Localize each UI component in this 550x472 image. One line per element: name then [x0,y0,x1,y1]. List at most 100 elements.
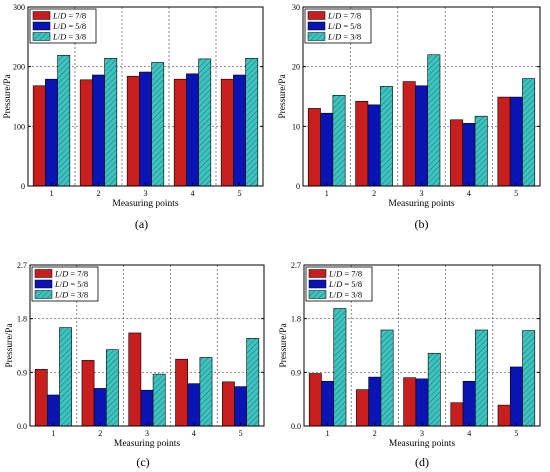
x-tick-label: 3 [144,189,148,198]
x-tick-label: 4 [192,429,196,438]
x-axis-label: Measuring points [389,439,456,449]
bar [450,119,464,187]
y-tick-label: 1.8 [17,315,27,324]
bar [320,112,334,187]
chart-panel: 0 100 200 300 1 2 3 4 5 Measuring points Pressure/… [3,3,264,231]
legend-swatch [32,32,51,41]
bar [173,78,187,187]
y-tick-label: 0 [296,182,300,191]
bar [126,75,140,187]
y-axis-label: Pressure/Pa [3,74,13,119]
y-tick-label: 20 [292,63,300,72]
x-tick-label: 4 [467,189,471,198]
y-tick-label: 0.9 [291,368,301,377]
bar [57,55,71,187]
bar [403,377,417,427]
legend: L/D = 7/8L/D = 5/8L/D = 3/8 [305,266,373,302]
x-tick-label: 3 [420,189,424,198]
x-tick-label: 5 [238,189,242,198]
bar [199,357,213,427]
bar [187,383,201,427]
bar [246,338,260,427]
bar [462,123,476,187]
bar [355,100,369,187]
x-tick-label: 5 [514,189,518,198]
legend-swatch [307,11,326,20]
bar [186,73,199,187]
bar [368,376,382,427]
legend: L/D = 7/8L/D = 5/8L/D = 3/8 [31,266,99,302]
x-axis-label: Measuring points [114,439,181,449]
bar [308,373,322,427]
y-axis-label: Pressure/Pa [5,323,15,368]
x-tick-label: 4 [467,429,471,438]
bar [462,380,476,427]
bar [332,95,346,187]
bar [367,104,381,187]
y-tick-label: 0.0 [291,422,301,431]
y-tick-label: 0.9 [17,368,27,377]
bar [34,369,48,427]
x-axis-label: Measuring points [388,199,455,209]
chart-panel: 0.0 0.9 1.8 2.7 1 2 3 4 5 Measuring points Pressur… [279,261,541,469]
bar [450,402,464,427]
y-tick-label: 0 [21,182,25,191]
x-tick-label: 1 [326,429,330,438]
bar [522,78,536,187]
x-axis-label: Measuring points [112,199,179,209]
legend-label: L/D = 7/8 [54,269,88,279]
bar [152,373,166,427]
x-tick-label: 2 [98,429,102,438]
bar [380,329,394,427]
legend-swatch [34,290,53,299]
bar [427,54,441,187]
legend-swatch [34,279,53,289]
bar [475,329,488,427]
x-tick-label: 1 [325,189,329,198]
x-tick-label: 5 [514,429,518,438]
legend-swatch [308,290,327,299]
bar [32,85,46,187]
bar [92,74,105,187]
legend-label: L/D = 5/8 [327,21,361,31]
bar [474,115,488,187]
bar [140,389,154,427]
x-tick-label: 2 [372,189,376,198]
legend-swatch [307,21,326,31]
y-tick-label: 30 [292,3,300,12]
bar [509,96,523,187]
bar [81,360,95,427]
bar [222,381,235,427]
legend-label: L/D = 5/8 [52,21,86,31]
y-tick-label: 10 [292,122,300,131]
panel-label: (b) [415,217,429,231]
bar [198,58,212,187]
y-tick-label: 0.0 [17,422,27,431]
legend-swatch [34,269,53,278]
legend-label: L/D = 3/8 [327,32,361,42]
bar [105,349,119,427]
bar [333,308,347,427]
bar [402,81,416,187]
legend-swatch [32,11,51,20]
bar [307,108,321,187]
legend-label: L/D = 7/8 [328,269,362,279]
panel-label: (a) [135,217,148,231]
y-axis-label: Pressure/Pa [278,74,288,119]
bar [175,358,189,427]
bar [139,71,152,187]
y-tick-label: 2.7 [17,261,27,270]
x-tick-label: 4 [191,189,195,198]
bar [415,378,429,427]
bar [233,74,246,187]
legend-swatch [308,279,327,289]
legend-label: L/D = 5/8 [328,279,362,289]
bar [497,404,511,427]
legend-swatch [32,21,51,31]
y-tick-label: 300 [13,3,25,12]
bar [59,327,72,427]
y-axis-label: Pressure/Pa [279,323,289,368]
bar [47,394,60,427]
bar [522,330,536,427]
